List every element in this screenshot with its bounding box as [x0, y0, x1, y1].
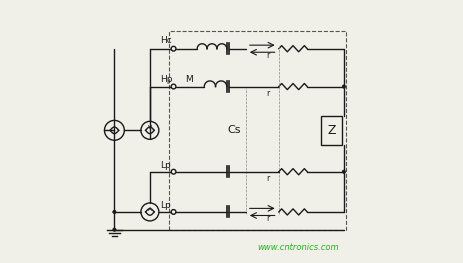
Text: Hp: Hp	[161, 75, 173, 84]
Text: M: M	[185, 75, 193, 84]
Text: Z: Z	[327, 124, 336, 137]
Text: A: A	[148, 207, 152, 212]
Bar	[169, 31, 346, 230]
Text: r: r	[267, 214, 270, 223]
Circle shape	[171, 84, 176, 89]
Circle shape	[171, 46, 176, 51]
Bar	[321, 116, 342, 144]
Circle shape	[171, 210, 176, 214]
Circle shape	[342, 170, 345, 173]
Circle shape	[171, 169, 176, 174]
Circle shape	[342, 85, 345, 88]
Text: V: V	[148, 125, 152, 130]
Text: r: r	[267, 174, 270, 183]
Circle shape	[113, 228, 116, 231]
Text: r: r	[267, 89, 270, 98]
Text: Cs: Cs	[227, 125, 241, 135]
Text: www.cntronics.com: www.cntronics.com	[257, 243, 338, 252]
Text: Hc: Hc	[161, 36, 172, 45]
Text: Lp: Lp	[161, 161, 171, 170]
Text: r: r	[267, 51, 270, 60]
Circle shape	[113, 210, 116, 214]
Text: Lp: Lp	[161, 201, 171, 210]
